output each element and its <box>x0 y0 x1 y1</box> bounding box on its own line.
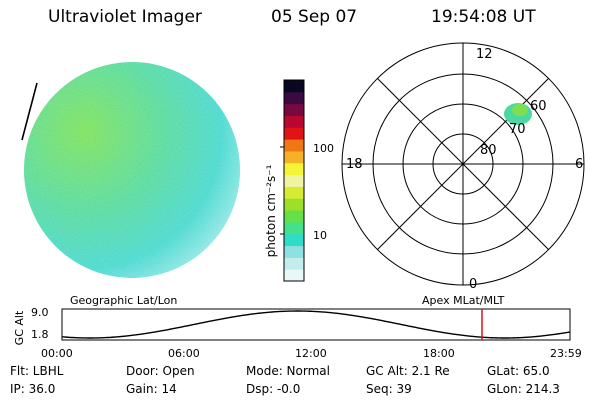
colorbar-segment <box>284 91 304 105</box>
ip-value: IP: 36.0 <box>10 382 56 396</box>
colorbar-segment <box>284 210 304 223</box>
lat-label-80: 80 <box>480 143 497 158</box>
colorbar-segment <box>284 186 304 199</box>
mode-value: Mode: Normal <box>246 364 330 378</box>
ytick-9: 9.0 <box>31 306 49 319</box>
mlt-label-12: 12 <box>476 47 493 62</box>
instrument-title: Ultraviolet Imager <box>48 7 202 27</box>
xtick-1800: 18:00 <box>423 347 455 360</box>
uv-earth-image <box>21 62 240 278</box>
lat-label-60: 60 <box>530 99 547 114</box>
colorbar-segment <box>284 221 304 235</box>
polar-plot: 12 18 6 0 80 70 60 <box>341 42 585 290</box>
xtick-2359: 23:59 <box>550 347 582 360</box>
timeline-yaxis-label: GC Alt <box>13 310 26 345</box>
colorbar-segment <box>284 257 304 270</box>
door-value: Door: Open <box>126 364 195 378</box>
colorbar-segment <box>284 150 304 164</box>
colorbar-segment <box>284 269 304 282</box>
mlt-label-6: 6 <box>575 157 583 172</box>
geo-lon-value: GLon: 214.3 <box>487 382 560 396</box>
dsp-value: Dsp: -0.0 <box>246 382 301 396</box>
colorbar-tick-100: 100 <box>313 142 334 155</box>
altitude-curve <box>61 310 571 339</box>
timeline-right-title: Apex MLat/MLT <box>422 294 505 307</box>
colorbar-segment <box>284 174 304 187</box>
xtick-0000: 00:00 <box>41 347 73 360</box>
geo-lat-value: GLat: 65.0 <box>487 364 550 378</box>
gc-altitude-value: GC Alt: 2.1 Re <box>366 364 450 378</box>
xtick-1200: 12:00 <box>295 347 327 360</box>
sequence-value: Seq: 39 <box>366 382 412 396</box>
colorbar-segment <box>284 80 304 93</box>
date-label: 05 Sep 07 <box>271 7 358 27</box>
colorbar-segment <box>284 139 304 152</box>
filter-value: Flt: LBHL <box>10 364 64 378</box>
ytick-1-8: 1.8 <box>31 328 49 341</box>
time-label: 19:54:08 UT <box>431 7 536 27</box>
colorbar-segment <box>284 127 304 140</box>
orientation-line <box>21 82 38 141</box>
gain-value: Gain: 14 <box>126 382 177 396</box>
lat-label-70: 70 <box>509 122 526 137</box>
timeline-frame <box>61 308 571 341</box>
xtick-0600: 06:00 <box>168 347 200 360</box>
colorbar-label: photon cm⁻²s⁻¹ <box>264 164 278 257</box>
colorbar-segment <box>284 162 304 176</box>
orbit-timeline: Geographic Lat/Lon Apex MLat/MLT GC Alt … <box>13 294 582 360</box>
colorbar-segment <box>284 245 304 258</box>
colorbar-segment <box>284 103 304 116</box>
mlt-label-18: 18 <box>346 157 363 172</box>
aurora-core <box>512 104 528 116</box>
colorbar-segment <box>284 233 304 247</box>
colorbar-segment <box>284 198 304 211</box>
colorbar-tick-10: 10 <box>313 229 327 242</box>
colorbar: photon cm⁻²s⁻¹ <box>264 79 305 282</box>
timeline-left-title: Geographic Lat/Lon <box>70 294 177 307</box>
colorbar-segment <box>284 115 304 128</box>
mlt-label-0: 0 <box>469 277 477 290</box>
